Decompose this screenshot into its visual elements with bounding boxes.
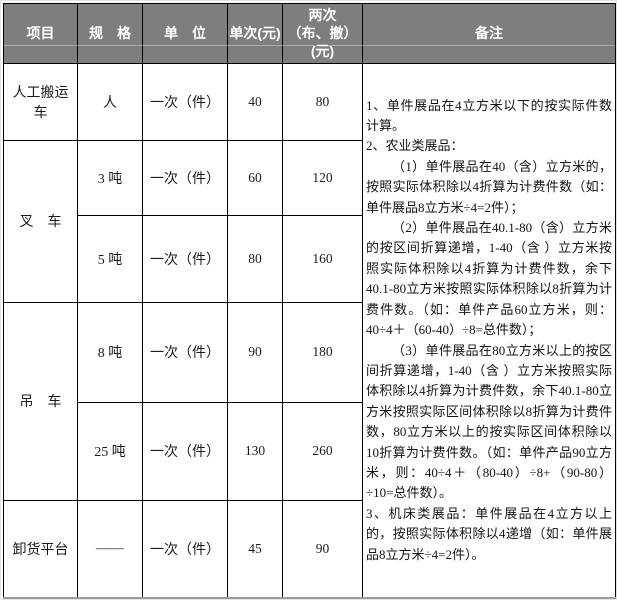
- spec-cell: 8 吨: [77, 301, 143, 403]
- single-price-cell: 40: [227, 62, 283, 141]
- remark-paragraph: （2）单件展品在40.1-80（含）立方米的按区间折算递增，1-40（含 ）立方…: [366, 220, 612, 338]
- spec-cell: 人: [77, 62, 143, 141]
- spec-cell: 5 吨: [77, 214, 143, 303]
- table-row: 叉 车 3 吨 一次（件） 60 120: [3, 139, 616, 303]
- double-price-cell: 180: [282, 301, 363, 403]
- item-cell: 叉 车: [3, 139, 78, 303]
- col-header-single: 单次(元): [227, 3, 283, 64]
- unit-cell: 一次（件）: [142, 499, 228, 599]
- table-row: 卸货平台 —— 一次（件） 45 90: [3, 499, 616, 599]
- remarks-cell: 1、单件展品在4立方米以下的按实际件数计算。 2、农业类展品： （1）单件展品在…: [362, 62, 616, 599]
- single-price-cell: 130: [227, 401, 283, 501]
- table-row: 人工搬运车 人 一次（件） 40 80 1、单件展品在4立方米以下的按实际件数计…: [3, 62, 616, 599]
- table-row: 25 吨 一次（件） 130 260: [4, 401, 616, 501]
- table-row: 5 吨 一次（件） 80 160: [4, 214, 616, 303]
- remarks-text-block: 1、单件展品在4立方米以下的按实际件数计算。 2、农业类展品： （1）单件展品在…: [366, 96, 612, 565]
- unit-cell: 一次（件）: [142, 214, 228, 303]
- col-header-remarks: 备注: [362, 3, 616, 64]
- single-price-cell: 90: [227, 301, 283, 403]
- single-price-cell: 60: [227, 139, 283, 216]
- unit-cell: 一次（件）: [142, 62, 228, 141]
- item-cell: 吊 车: [3, 301, 78, 501]
- col-header-item: 项目: [3, 3, 78, 64]
- unit-cell: 一次（件）: [142, 139, 228, 216]
- col-header-spec: 规 格: [77, 3, 143, 64]
- single-price-cell: 80: [227, 214, 283, 303]
- table-row: 吊 车 8 吨 一次（件） 90 180: [3, 301, 616, 501]
- spec-cell: ——: [77, 499, 143, 599]
- header-row: 项目 规 格 单 位 单次(元) 两次 （布、撤） (元) 备注: [3, 3, 616, 64]
- spec-cell: 25 吨: [77, 401, 143, 501]
- col-header-double: 两次 （布、撤） (元): [282, 3, 363, 64]
- double-price-cell: 90: [282, 499, 363, 599]
- item-cell: 卸货平台: [3, 499, 78, 599]
- remark-paragraph: （1）单件展品在40（含）立方米的，按照实际体积除以4折算为计费件数（如：单件展…: [366, 158, 612, 215]
- item-cell: 人工搬运车: [3, 62, 78, 141]
- double-price-cell: 80: [282, 62, 363, 141]
- unit-cell: 一次（件）: [142, 401, 228, 501]
- double-price-cell: 120: [282, 139, 363, 216]
- remark-paragraph: （3）单件展品在80立方米以上的按区间折算递增，1-40（含 ）立方米按照实际体…: [366, 342, 612, 501]
- col-header-unit: 单 位: [142, 3, 228, 64]
- double-price-cell: 260: [282, 401, 363, 501]
- spec-cell: 3 吨: [77, 139, 143, 216]
- single-price-cell: 45: [227, 499, 283, 599]
- remark-paragraph: 2、农业类展品：: [366, 138, 464, 154]
- unit-cell: 一次（件）: [142, 301, 228, 403]
- double-price-cell: 160: [282, 214, 363, 303]
- handling-price-table: 项目 规 格 单 位 单次(元) 两次 （布、撤） (元) 备注 人工搬运车 人…: [3, 3, 616, 599]
- remark-paragraph: 1、单件展品在4立方米以下的按实际件数计算。: [366, 97, 612, 134]
- remark-paragraph: 3、机床类展品：单件展品在4立方以上的，按照实际体积除以4递增（如：单件展品8立…: [366, 505, 612, 562]
